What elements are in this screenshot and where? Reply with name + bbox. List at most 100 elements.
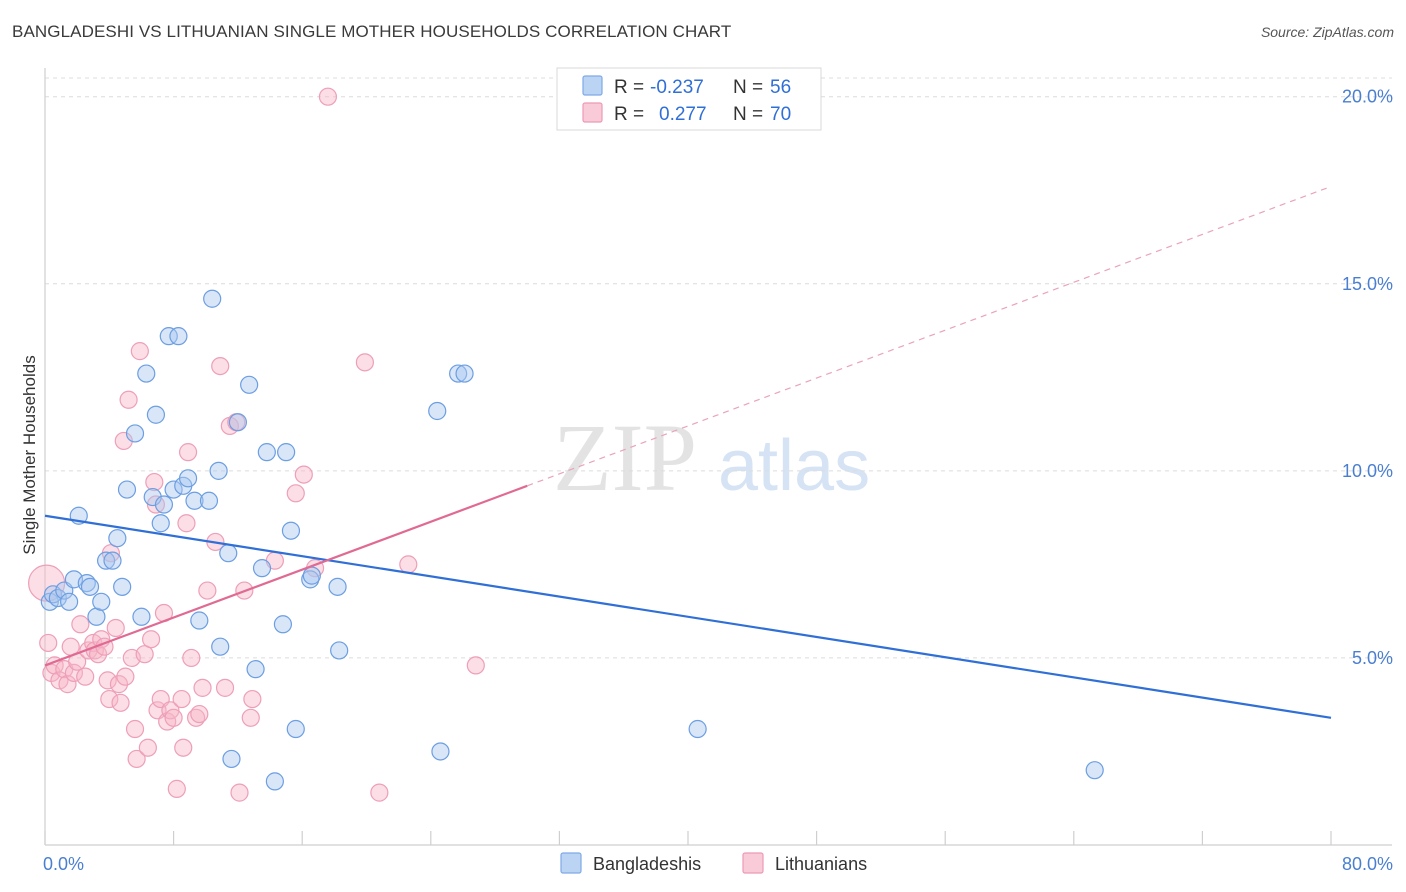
- lithuanians-point: [177, 514, 196, 533]
- y-tick-label: 15.0%: [1342, 274, 1393, 294]
- lithuanians-point: [125, 719, 145, 739]
- bottom-legend-swatch-bangladeshis: [560, 852, 582, 874]
- lithuanians-point: [243, 689, 262, 709]
- bangladeshis-point: [265, 772, 284, 791]
- bangladeshis-point: [273, 615, 293, 634]
- lithuanians-point: [141, 630, 161, 649]
- bangladeshis-point: [190, 611, 209, 630]
- legend-n-label-1: N =: [733, 77, 763, 98]
- bangladeshis-trend-line: [44, 514, 1332, 719]
- lithuanians-point: [71, 615, 90, 634]
- lithuanians-point: [466, 656, 485, 675]
- legend-n-value-1: 56: [770, 77, 791, 98]
- y-axis-title: Single Mother Households: [20, 355, 39, 554]
- lithuanians-point: [64, 663, 84, 682]
- lithuanians-point: [286, 484, 305, 503]
- bangladeshis-point: [60, 592, 79, 611]
- bangladeshis-point: [137, 364, 156, 383]
- legend-r-value-1: -0.237: [650, 77, 704, 98]
- series-legend: Bangladeshis Lithuanians: [560, 852, 867, 874]
- bangladeshis-point: [211, 637, 230, 656]
- x-tick-label-min: 0.0%: [43, 854, 84, 874]
- bangladeshis-point: [330, 641, 349, 660]
- bangladeshis-point: [246, 660, 265, 679]
- legend-r-value-2: 0.277: [659, 104, 707, 125]
- lithuanians-point: [100, 689, 119, 709]
- trend-lines: [44, 185, 1332, 719]
- lithuanians-point: [119, 390, 138, 409]
- lithuanians-point: [127, 749, 146, 769]
- x-tick-label-max: 80.0%: [1342, 854, 1393, 874]
- bangladeshis-point: [117, 480, 137, 499]
- source-label: Source: ZipAtlas.com: [1260, 24, 1394, 40]
- gridlines: [45, 77, 1392, 659]
- tick-labels: 5.0% 10.0% 15.0% 20.0% 0.0% 80.0%: [43, 87, 1393, 874]
- bangladeshis-point: [286, 719, 305, 739]
- bangladeshis-point: [80, 577, 100, 596]
- bottom-legend-label-lithuanians: Lithuanians: [775, 854, 867, 874]
- lithuanians-point: [241, 708, 260, 727]
- lithuanians-point: [215, 678, 235, 697]
- lithuanians-point: [318, 87, 338, 106]
- bangladeshis-point: [108, 529, 127, 548]
- lithuanians-point: [58, 675, 77, 694]
- bangladeshis-points: [40, 289, 1104, 791]
- legend-n-value-2: 70: [770, 104, 791, 125]
- lithuanians-point: [294, 465, 313, 484]
- bangladeshis-point: [222, 749, 241, 769]
- bangladeshis-point: [132, 607, 151, 626]
- lithuanians-point: [164, 708, 183, 727]
- watermark-zip: ZIP: [553, 404, 697, 511]
- chart-title: BANGLADESHI VS LITHUANIAN SINGLE MOTHER …: [12, 22, 732, 41]
- bangladeshis-point: [302, 566, 321, 585]
- bangladeshis-point: [103, 551, 122, 570]
- lithuanians-point: [211, 356, 230, 376]
- bangladeshis-point: [113, 577, 132, 596]
- lithuanians-point: [106, 618, 125, 638]
- lithuanians-point: [355, 353, 374, 372]
- bangladeshis-point: [151, 514, 170, 533]
- lithuanians-point: [174, 738, 193, 757]
- y-tick-label: 10.0%: [1342, 461, 1393, 481]
- lithuanians-point: [198, 581, 217, 600]
- bangladeshis-point: [449, 364, 468, 383]
- watermark-atlas: atlas: [718, 426, 870, 506]
- legend-n-label-2: N =: [733, 104, 763, 125]
- bottom-legend-swatch-lithuanians: [742, 852, 764, 874]
- lithuanians-points: [28, 87, 485, 802]
- bangladeshis-point: [178, 469, 198, 488]
- lithuanians-point: [167, 779, 186, 798]
- lithuanians-point: [116, 667, 135, 686]
- bangladeshis-point: [240, 375, 259, 394]
- lithuanians-point: [145, 472, 164, 492]
- bangladeshis-point: [257, 443, 276, 462]
- bangladeshis-point: [154, 495, 174, 514]
- lithuanians-point: [135, 645, 154, 664]
- lithuanians-point: [172, 689, 191, 709]
- lithuanians-point: [76, 667, 95, 686]
- lithuanians-point: [182, 648, 201, 668]
- bangladeshis-point: [164, 480, 183, 499]
- bangladeshis-point: [48, 588, 67, 608]
- lithuanians-trend-line: [44, 484, 528, 667]
- lithuanians-point: [399, 555, 418, 574]
- bangladeshis-point: [228, 413, 247, 432]
- bangladeshis-point: [1085, 761, 1104, 780]
- lithuanians-point: [190, 704, 209, 724]
- lithuanians-point: [230, 783, 249, 802]
- axes: [44, 68, 1392, 846]
- y-tick-label: 20.0%: [1342, 87, 1393, 107]
- lithuanians-point: [39, 633, 58, 653]
- legend-r-label-2: R =: [614, 104, 644, 125]
- bangladeshis-point: [169, 327, 188, 346]
- bangladeshis-point: [281, 521, 301, 540]
- bangladeshis-point: [96, 551, 116, 570]
- legend-swatch-lithuanians: [582, 102, 603, 123]
- bangladeshis-point: [203, 289, 222, 308]
- bangladeshis-point: [125, 424, 145, 443]
- bangladeshis-point: [428, 401, 447, 421]
- lithuanians-point: [130, 342, 149, 361]
- bangladeshis-point: [146, 405, 166, 424]
- lithuanians-trend-extension: [527, 185, 1332, 487]
